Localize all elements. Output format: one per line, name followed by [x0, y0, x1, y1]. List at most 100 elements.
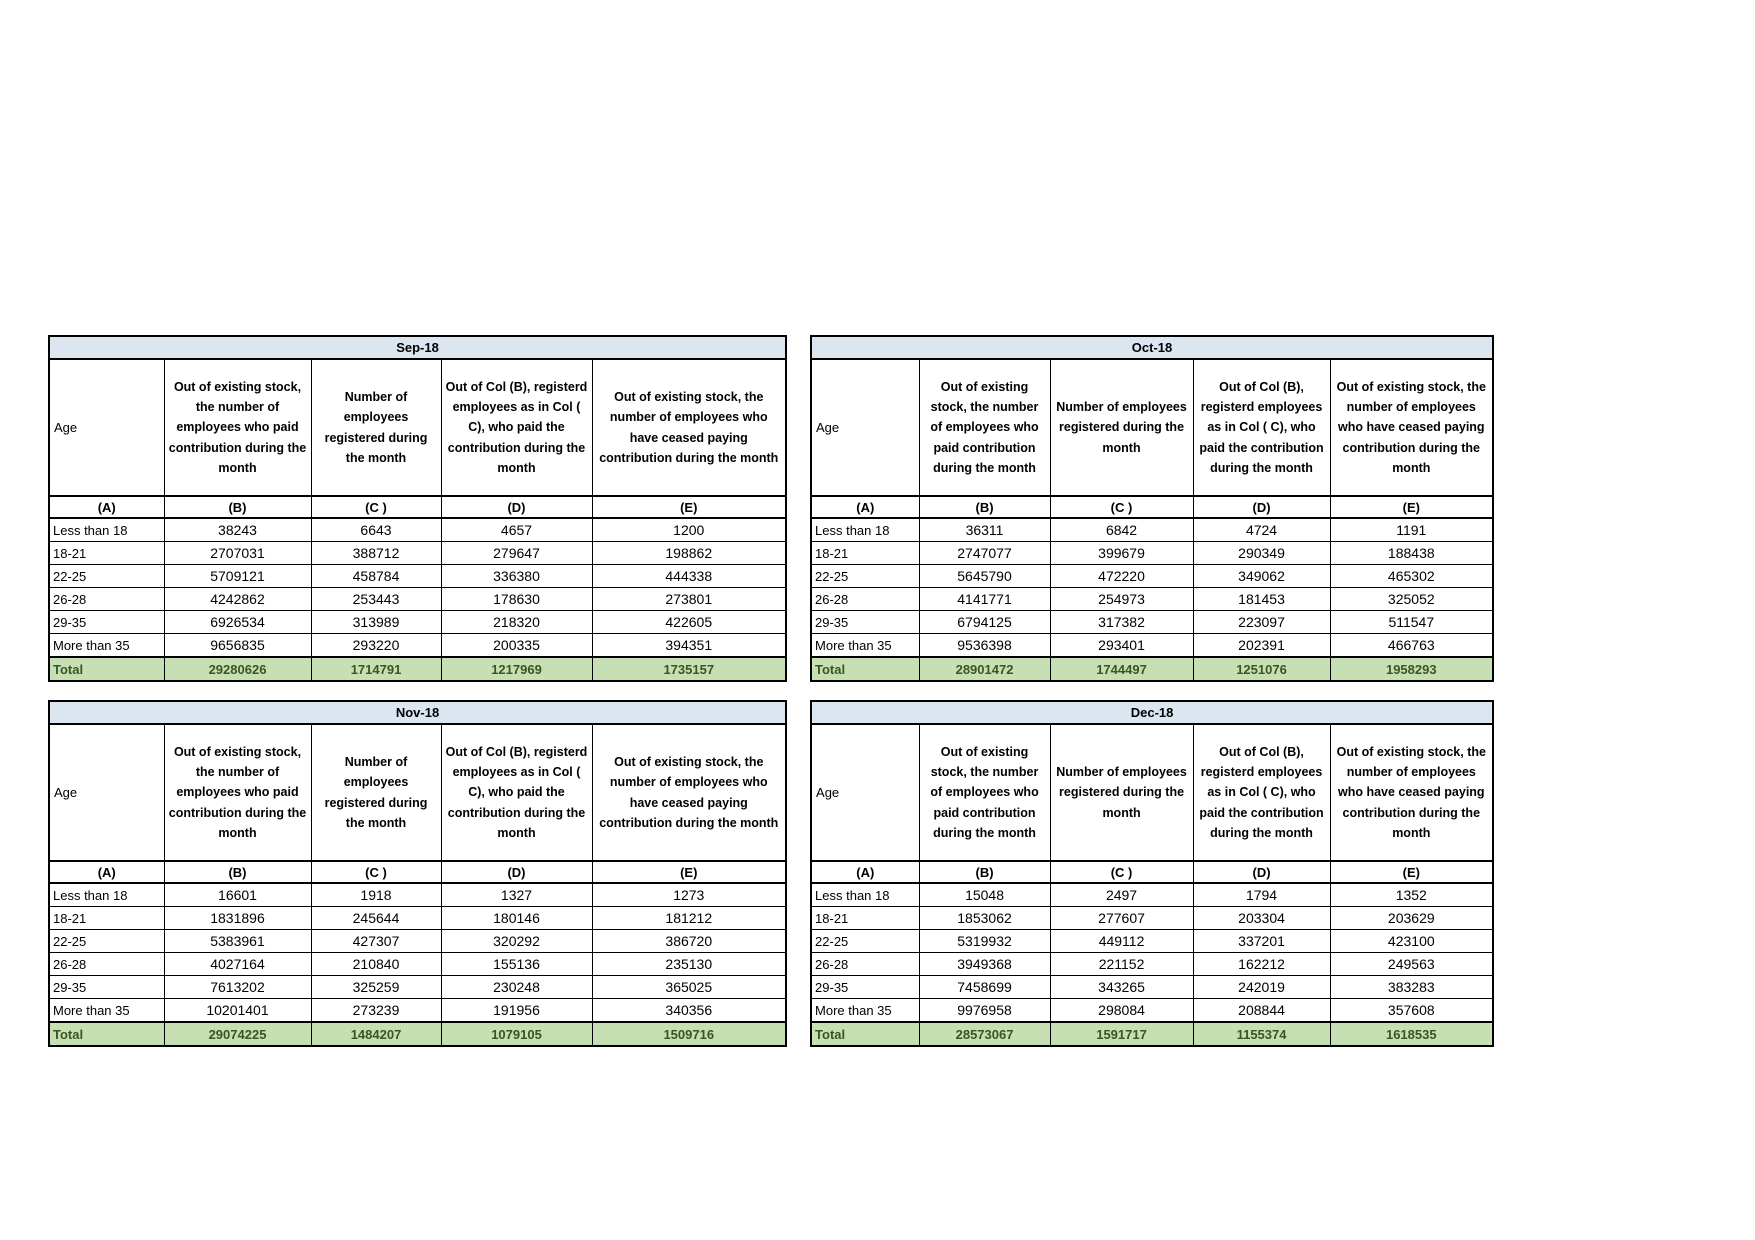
value-cell: 4657: [440, 517, 593, 542]
total-value-cell: 1591717: [1049, 1021, 1194, 1047]
total-value-cell: 28901472: [918, 656, 1051, 682]
value-cell: 162212: [1192, 952, 1331, 976]
value-cell: 5709121: [163, 564, 312, 588]
table-row: 18-21 1853062 277607 203304 203629: [810, 906, 1494, 930]
col-b-paid-header: Out of Col (B), registerd employees as i…: [1192, 358, 1331, 497]
value-cell: 313989: [310, 610, 442, 634]
column-letter: (B): [163, 495, 312, 519]
total-value-cell: 1744497: [1049, 656, 1194, 682]
value-cell: 249563: [1329, 952, 1494, 976]
value-cell: 349062: [1192, 564, 1331, 588]
value-cell: 423100: [1329, 929, 1494, 953]
value-cell: 16601: [163, 882, 312, 907]
value-cell: 254973: [1049, 587, 1194, 611]
value-cell: 15048: [918, 882, 1051, 907]
value-cell: 1831896: [163, 906, 312, 930]
total-value-cell: 1155374: [1192, 1021, 1331, 1047]
value-cell: 181212: [591, 906, 787, 930]
age-group-label: More than 35: [48, 633, 165, 658]
value-cell: 365025: [591, 975, 787, 999]
sep-18-table: Sep-18 Age Out of existing stock, the nu…: [48, 335, 788, 682]
total-label: Total: [48, 656, 165, 682]
value-cell: 191956: [440, 998, 593, 1023]
table-row: 18-21 2747077 399679 290349 188438: [810, 541, 1494, 565]
column-letter: (A): [810, 495, 920, 519]
column-letter: (B): [163, 860, 312, 884]
value-cell: 466763: [1329, 633, 1494, 658]
total-row: Total 29074225 1484207 1079105 1509716: [48, 1021, 787, 1047]
value-cell: 465302: [1329, 564, 1494, 588]
age-group-label: 26-28: [810, 952, 920, 976]
value-cell: 210840: [310, 952, 442, 976]
value-cell: 427307: [310, 929, 442, 953]
value-cell: 235130: [591, 952, 787, 976]
value-cell: 449112: [1049, 929, 1194, 953]
value-cell: 394351: [591, 633, 787, 658]
column-letter: (E): [591, 495, 787, 519]
value-cell: 253443: [310, 587, 442, 611]
total-value-cell: 29074225: [163, 1021, 312, 1047]
age-group-label: Less than 18: [810, 882, 920, 907]
table-row: 18-21 2707031 388712 279647 198862: [48, 541, 787, 565]
value-cell: 1352: [1329, 882, 1494, 907]
total-value-cell: 1484207: [310, 1021, 442, 1047]
column-letter: (C ): [310, 860, 442, 884]
value-cell: 273239: [310, 998, 442, 1023]
total-value-cell: 1079105: [440, 1021, 593, 1047]
registered-header: Number of employees registered during th…: [1049, 723, 1194, 862]
value-cell: 386720: [591, 929, 787, 953]
age-header: Age: [48, 723, 165, 862]
total-row: Total 28901472 1744497 1251076 1958293: [810, 656, 1494, 682]
column-letter: (D): [440, 495, 593, 519]
tables-grid: Sep-18 Age Out of existing stock, the nu…: [48, 335, 1495, 1065]
column-letter: (D): [1192, 495, 1331, 519]
table-row: 29-35 6794125 317382 223097 511547: [810, 610, 1494, 634]
age-group-label: Less than 18: [48, 517, 165, 542]
value-cell: 336380: [440, 564, 593, 588]
value-cell: 1273: [591, 882, 787, 907]
value-cell: 4242862: [163, 587, 312, 611]
value-cell: 10201401: [163, 998, 312, 1023]
ceased-paying-header: Out of existing stock, the number of emp…: [1329, 723, 1494, 862]
table-row: More than 35 10201401 273239 191956 340356: [48, 998, 787, 1023]
column-letter-row: (A) (B) (C ) (D) (E): [48, 860, 787, 884]
table-row: More than 35 9976958 298084 208844 357608: [810, 998, 1494, 1023]
table-row: Less than 18 36311 6842 4724 1191: [810, 517, 1494, 542]
value-cell: 317382: [1049, 610, 1194, 634]
value-cell: 155136: [440, 952, 593, 976]
value-cell: 1794: [1192, 882, 1331, 907]
table-row: Less than 18 15048 2497 1794 1352: [810, 882, 1494, 907]
value-cell: 188438: [1329, 541, 1494, 565]
value-cell: 9976958: [918, 998, 1051, 1023]
value-cell: 6926534: [163, 610, 312, 634]
column-letter: (C ): [310, 495, 442, 519]
age-group-label: 29-35: [810, 975, 920, 999]
table-row: 22-25 5645790 472220 349062 465302: [810, 564, 1494, 588]
month-title: Oct-18: [810, 335, 1494, 360]
age-group-label: 22-25: [48, 929, 165, 953]
value-cell: 5383961: [163, 929, 312, 953]
value-cell: 245644: [310, 906, 442, 930]
age-group-label: 26-28: [48, 952, 165, 976]
ceased-paying-header: Out of existing stock, the number of emp…: [1329, 358, 1494, 497]
value-cell: 273801: [591, 587, 787, 611]
table-row: 18-21 1831896 245644 180146 181212: [48, 906, 787, 930]
value-cell: 221152: [1049, 952, 1194, 976]
total-value-cell: 1714791: [310, 656, 442, 682]
table-title-row: Nov-18: [48, 700, 787, 725]
dec-18-table: Dec-18 Age Out of existing stock, the nu…: [810, 700, 1495, 1047]
age-group-label: More than 35: [48, 998, 165, 1023]
column-letter: (D): [440, 860, 593, 884]
value-cell: 242019: [1192, 975, 1331, 999]
total-label: Total: [48, 1021, 165, 1047]
age-group-label: 26-28: [48, 587, 165, 611]
column-letter: (E): [591, 860, 787, 884]
table-row: More than 35 9536398 293401 202391 466763: [810, 633, 1494, 658]
value-cell: 3949368: [918, 952, 1051, 976]
value-cell: 293220: [310, 633, 442, 658]
value-cell: 7613202: [163, 975, 312, 999]
value-cell: 4141771: [918, 587, 1051, 611]
table-row: 22-25 5709121 458784 336380 444338: [48, 564, 787, 588]
col-b-paid-header: Out of Col (B), registerd employees as i…: [1192, 723, 1331, 862]
paid-contribution-header: Out of existing stock, the number of emp…: [163, 358, 312, 497]
